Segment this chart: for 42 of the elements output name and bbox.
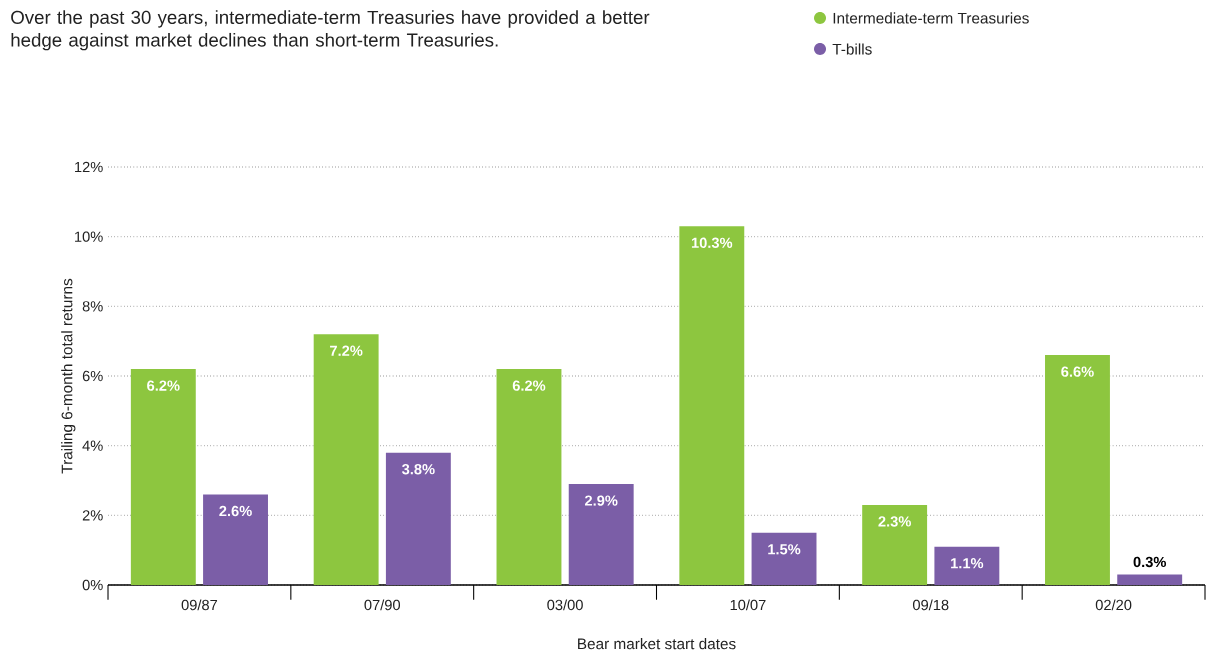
x-tick-label: 07/90 — [364, 599, 401, 611]
y-tick-label: 2% — [82, 510, 103, 521]
bar — [934, 546, 1000, 585]
data-label: 0.3% — [1133, 556, 1167, 568]
legend-label: Intermediate-term Treasuries — [833, 12, 1029, 24]
x-tick-label: 02/20 — [1095, 599, 1132, 611]
x-tick-label: 09/18 — [912, 599, 949, 611]
y-tick-label: 0% — [82, 579, 103, 591]
bar — [1117, 574, 1183, 585]
bar — [203, 494, 268, 585]
data-label: 1.1% — [951, 558, 984, 569]
data-label: 3.8% — [401, 464, 435, 475]
chart-title: Over the past 30 years, intermediate-term Treasuries have provided a better hedge against market declines than short-term Treasuries. — [11, 10, 650, 51]
data-label: 7.2% — [330, 345, 363, 356]
bar — [385, 452, 451, 585]
bar — [751, 532, 817, 585]
y-tick-label: 6% — [82, 370, 103, 382]
x-axis-title: Bear market start dates — [578, 638, 736, 650]
bar — [1045, 355, 1110, 585]
y-tick-label: 10% — [75, 231, 103, 242]
data-label: 6.6% — [1061, 366, 1094, 377]
data-label: 6.2% — [512, 380, 546, 391]
x-tick-label: 09/87 — [181, 599, 218, 611]
data-label: 10.3% — [691, 237, 733, 248]
x-tick-label: 03/00 — [547, 599, 583, 611]
legend-label: T-bills — [832, 43, 872, 55]
data-label: 2.6% — [219, 505, 252, 517]
data-label: 6.2% — [147, 380, 180, 391]
y-tick-label: 12% — [75, 161, 103, 173]
bar — [568, 483, 634, 585]
y-axis-title: Trailing 6-month total returns — [61, 278, 76, 474]
data-label: 1.5% — [768, 544, 801, 555]
data-label: 2.9% — [584, 495, 618, 506]
y-tick-label: 4% — [82, 440, 103, 451]
x-tick-label: 10/07 — [730, 599, 766, 611]
bar — [130, 369, 196, 585]
data-label: 2.3% — [878, 516, 911, 527]
bar — [496, 369, 562, 585]
bar — [679, 226, 745, 585]
y-tick-label: 8% — [82, 301, 103, 312]
bar — [862, 504, 928, 585]
bar — [313, 334, 379, 585]
